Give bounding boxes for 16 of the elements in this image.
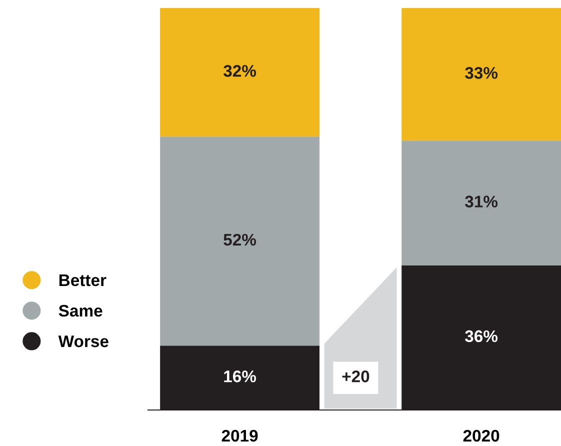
bar [402, 8, 561, 141]
data-label: 31% [465, 196, 498, 208]
annotation: +20 [342, 370, 370, 382]
bar [402, 140, 561, 266]
x-tick-label: 2020 [463, 430, 500, 442]
legend-label: Worse [58, 336, 108, 348]
bar [160, 8, 320, 137]
bar [160, 136, 320, 346]
x-tick-label: 2019 [222, 430, 258, 442]
data-label: 33% [465, 67, 498, 79]
data-label: 32% [223, 64, 256, 77]
data-label: 52% [224, 234, 256, 246]
data-label: 36% [465, 330, 498, 342]
data-label: 16% [224, 370, 256, 382]
legend-label: Better [59, 274, 106, 286]
legend-label: Same [58, 304, 102, 317]
